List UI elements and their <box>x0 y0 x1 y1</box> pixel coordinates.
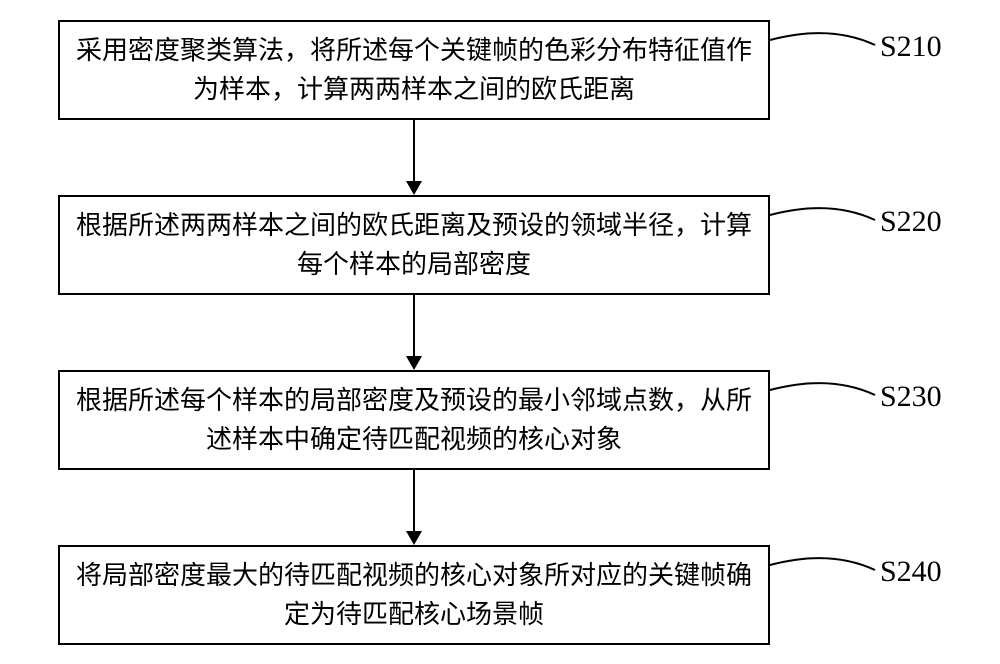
arrow-head-S220-S230 <box>406 356 422 370</box>
arrow-line-S230-S240 <box>413 470 415 531</box>
flow-step-S220: 根据所述两两样本之间的欧氏距离及预设的领域半径，计算每个样本的局部密度 <box>58 195 770 295</box>
arrow-line-S220-S230 <box>413 295 415 356</box>
flowchart-canvas: 采用密度聚类算法，将所述每个关键帧的色彩分布特征值作为样本，计算两两样本之间的欧… <box>0 0 1000 664</box>
step-label-S220: S220 <box>880 205 942 239</box>
arrow-head-S230-S240 <box>406 531 422 545</box>
flow-step-S230: 根据所述每个样本的局部密度及预设的最小邻域点数，从所述样本中确定待匹配视频的核心… <box>58 370 770 470</box>
step-label-S210: S210 <box>880 30 942 64</box>
leader-line-S220 <box>766 195 879 224</box>
leader-line-S210 <box>766 20 879 49</box>
arrow-head-S210-S220 <box>406 181 422 195</box>
flow-step-S240: 将局部密度最大的待匹配视频的核心对象所对应的关键帧确定为待匹配核心场景帧 <box>58 545 770 645</box>
flow-step-S210: 采用密度聚类算法，将所述每个关键帧的色彩分布特征值作为样本，计算两两样本之间的欧… <box>58 20 770 120</box>
step-label-S230: S230 <box>880 380 942 414</box>
step-label-S240: S240 <box>880 555 942 589</box>
arrow-line-S210-S220 <box>413 120 415 181</box>
leader-line-S230 <box>766 370 879 399</box>
leader-line-S240 <box>766 545 879 574</box>
